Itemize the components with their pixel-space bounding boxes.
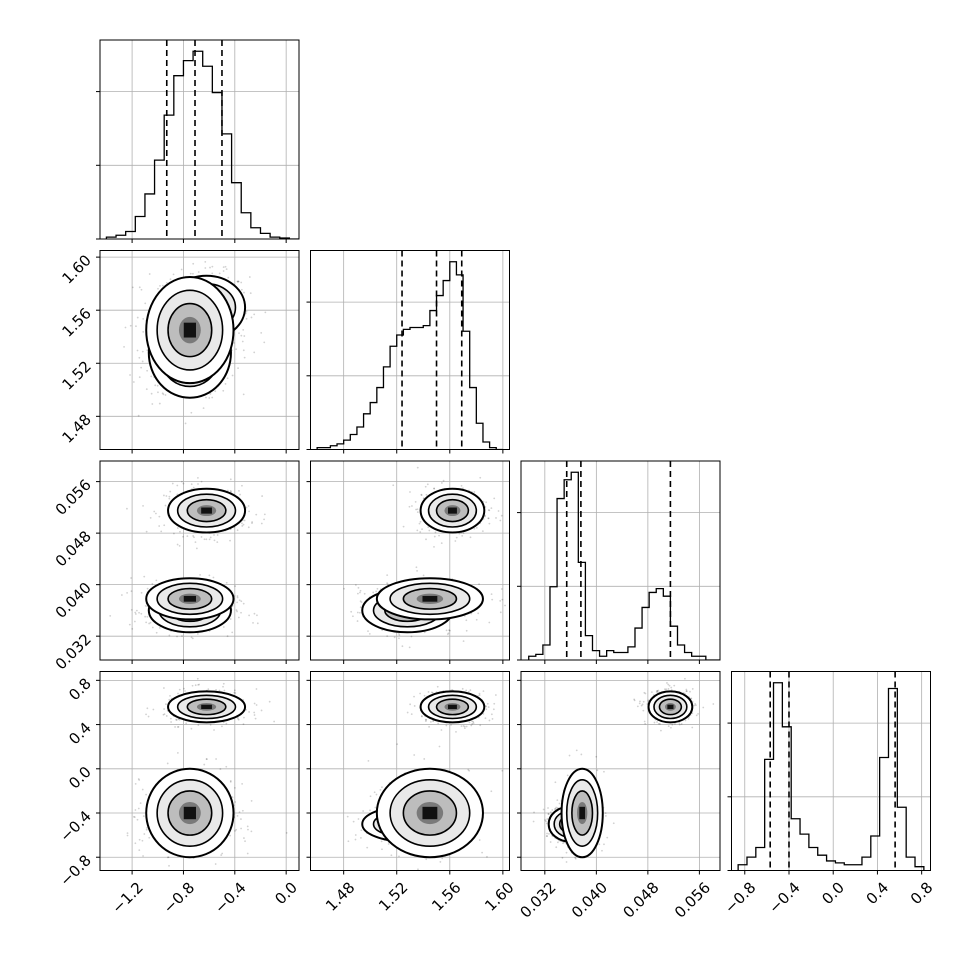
y-tick-label: 0.040 [52,579,95,622]
x-tick-label: 1.52 [375,879,411,915]
x-tick-label: −0.4 [765,879,803,917]
density-peak-0 [201,704,212,710]
density-peak-0 [201,507,212,514]
x-tick-label: 0.0 [818,879,848,909]
panel-frame [310,671,510,871]
panel-2-1 [306,460,510,664]
x-tick-label: 0.040 [568,879,611,922]
panel-3-3: −0.8 −0.4 0.0 0.4 0.8 [721,671,937,917]
x-tick-label: −0.8 [160,879,198,917]
x-tick-label: 1.60 [481,879,517,915]
density-peak-2 [579,806,586,820]
density-peak-0 [448,507,457,514]
histogram-step-3 [737,682,925,871]
panel-2-2 [517,460,721,664]
panel-2-0: 0.032 0.040 0.048 0.056 [52,460,300,673]
y-tick-label: 0.056 [52,476,95,519]
density-peak-2 [422,806,438,820]
panel-frame [99,460,300,661]
panel-frame [520,671,721,871]
y-tick-label: 0.0 [65,763,95,793]
panel-3-0: −1.2 −0.8 −0.4 0.0 −0.8 −0.4 0.0 0.4 0.8 [56,671,301,917]
histogram-step-2 [528,471,720,660]
x-tick-label: 0.032 [516,879,559,922]
x-tick-label: 0.0 [271,879,301,909]
panel-frame [99,671,300,871]
density-peak-0 [448,704,457,710]
histogram-step-1 [316,261,503,450]
density-peak-2 [183,595,196,602]
y-tick-label: 0.048 [52,527,95,570]
density-peak-2 [183,322,196,338]
x-tick-label: 0.8 [907,879,937,909]
panel-frame [731,671,931,871]
panel-0-0 [96,39,300,243]
y-tick-label: 0.032 [52,630,95,673]
x-tick-label: 0.4 [863,879,893,909]
y-tick-label: 1.52 [58,357,94,393]
panel-frame [520,460,721,661]
y-tick-label: 0.8 [65,674,95,704]
panel-1-1 [306,250,510,454]
x-tick-label: −0.8 [721,879,759,917]
x-tick-label: 0.056 [671,879,714,922]
panel-frame [310,250,510,450]
panel-frame [310,460,510,661]
panel-3-2: 0.032 0.040 0.048 0.056 [516,671,721,922]
y-tick-label: −0.4 [56,807,94,845]
x-tick-label: −1.2 [108,879,146,917]
density-peak-2 [183,806,196,820]
panel-frame [99,250,300,450]
panel-1-0: 1.48 1.52 1.56 1.60 [58,250,300,454]
panel-3-1: 1.48 1.52 1.56 1.60 [306,671,518,915]
x-tick-label: 0.048 [620,879,663,922]
x-tick-label: 1.48 [322,879,358,915]
y-tick-label: 1.56 [58,304,94,340]
y-tick-label: 1.48 [58,410,94,446]
panel-frame [99,39,300,240]
density-peak-0 [667,704,674,710]
density-peak-2 [422,595,438,602]
x-tick-label: −0.4 [211,879,249,917]
y-tick-label: 0.4 [65,719,95,749]
x-tick-label: 1.56 [428,879,464,915]
histogram-step-0 [105,50,299,239]
y-tick-label: −0.8 [56,851,94,889]
y-tick-label: 1.60 [58,251,94,287]
